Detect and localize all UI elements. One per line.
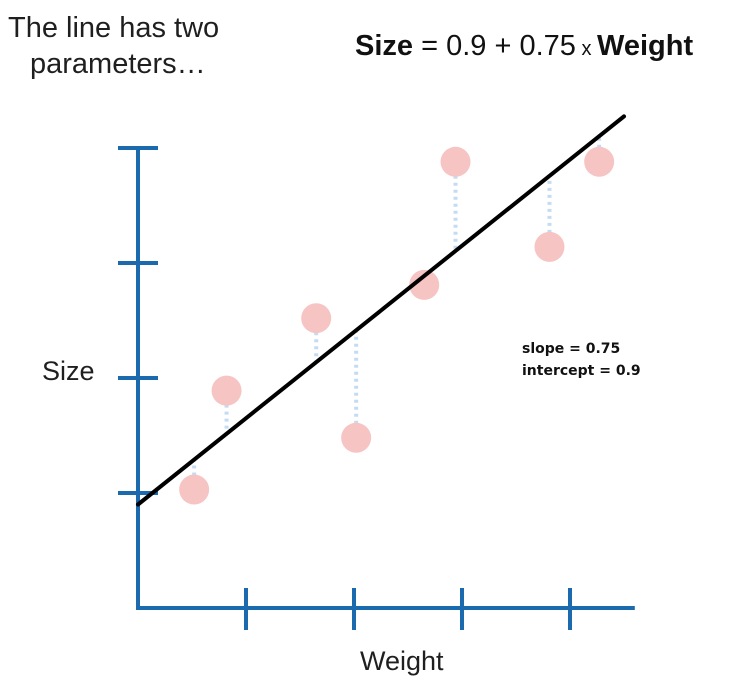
intro-line-1: The line has two: [8, 12, 220, 44]
slope-label: slope = 0.75: [522, 341, 621, 357]
y-axis-label: Size: [42, 356, 95, 386]
equation-times-sign: x: [575, 38, 598, 60]
data-point-8: [584, 146, 615, 177]
axes: [118, 146, 635, 630]
data-point-5: [409, 269, 440, 300]
residual-lines: [192, 136, 602, 490]
fit-line: [136, 114, 626, 507]
fit-line-group: [136, 114, 626, 507]
data-point-6: [440, 146, 471, 177]
data-point-4: [341, 422, 372, 453]
x-axis-label: Weight: [360, 646, 444, 676]
regression-equation: Size = 0.9 + 0.75 x Weight: [355, 30, 693, 63]
equation-lhs: Size: [355, 30, 414, 62]
equation-variable: Weight: [597, 30, 694, 62]
parameter-annotation: slope = 0.75 intercept = 0.9: [522, 338, 641, 382]
intercept-label: intercept = 0.9: [522, 363, 641, 379]
equation-constant-part: = 0.9 + 0.75: [413, 30, 576, 62]
data-point-1: [179, 474, 210, 505]
data-point-7: [534, 231, 565, 262]
data-points: [179, 146, 615, 505]
chart-intro-text: The line has two parameters…: [8, 10, 219, 82]
intro-line-2: parameters…: [30, 48, 206, 80]
data-point-2: [211, 375, 242, 406]
data-point-3: [301, 303, 332, 334]
